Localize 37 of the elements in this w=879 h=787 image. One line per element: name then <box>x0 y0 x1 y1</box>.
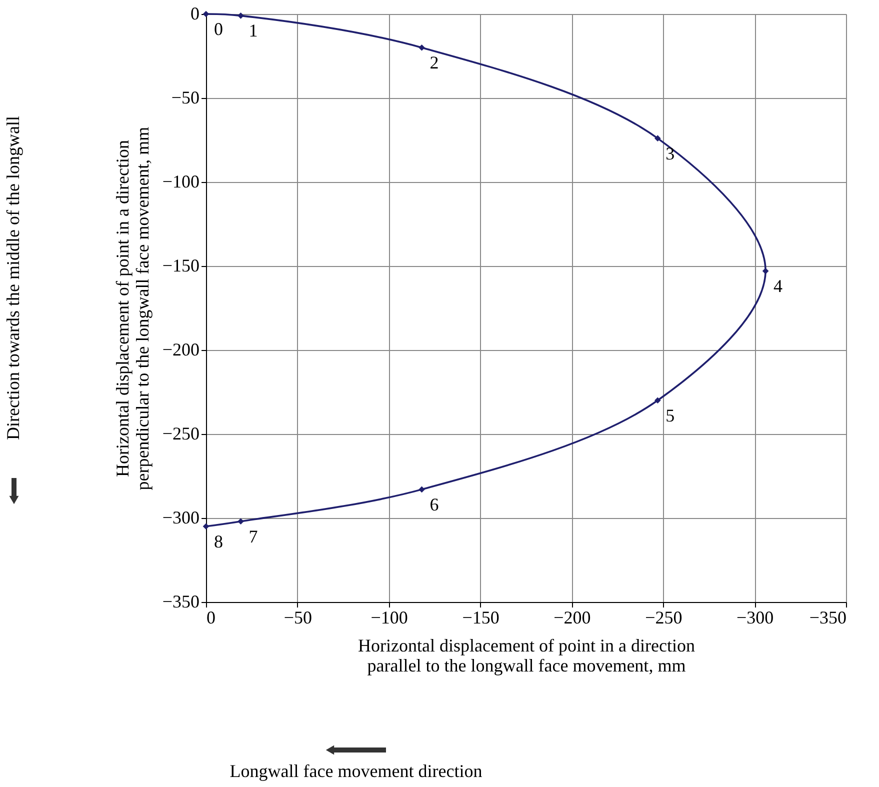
y-tick-label: −150 <box>162 256 200 276</box>
y-axis-title: Horizontal displacement of point in a direction perpendicular to the longwall face movement, mm <box>112 126 152 490</box>
x-tick-label: −100 <box>370 608 408 628</box>
point <box>238 518 244 525</box>
y-tick-label: −200 <box>162 340 200 360</box>
annotation: 4 <box>774 276 783 296</box>
annotation: 2 <box>430 52 439 73</box>
x-tick-label: −250 <box>645 608 682 628</box>
annotation: 8 <box>214 531 223 552</box>
annotation: 5 <box>666 405 675 426</box>
y-tick-label: −350 <box>162 592 200 612</box>
x-axis-title: Horizontal displacement of point in a direction parallel to the longwall face movement, mm <box>358 636 695 676</box>
point <box>238 12 244 19</box>
annotation: 1 <box>248 20 258 41</box>
annotation: 3 <box>666 143 675 164</box>
x-tick-label: 0 <box>206 608 216 628</box>
point <box>762 268 769 274</box>
point <box>418 44 425 51</box>
y-tick-label: −100 <box>162 172 200 192</box>
text: Direction towards the middle of the longwall <box>3 116 23 440</box>
y-tick-label: −300 <box>162 508 200 528</box>
point <box>654 135 661 142</box>
text: Longwall face movement direction <box>230 761 482 781</box>
x-tick-label: −50 <box>284 608 312 628</box>
annotation: 0 <box>214 19 223 39</box>
point <box>654 397 661 404</box>
y-tick-label: 0 <box>190 4 200 24</box>
point <box>418 486 425 493</box>
annotation: 6 <box>430 494 439 514</box>
y-tick-label: −250 <box>162 424 200 444</box>
y-tick-label: −50 <box>171 88 200 108</box>
x-tick-label: −350 <box>809 608 846 628</box>
annotation: 7 <box>248 526 258 546</box>
point <box>202 523 210 530</box>
x-tick-label: −300 <box>736 608 774 628</box>
x-tick-label: −150 <box>462 608 500 628</box>
x-tick-label: −200 <box>554 608 591 628</box>
